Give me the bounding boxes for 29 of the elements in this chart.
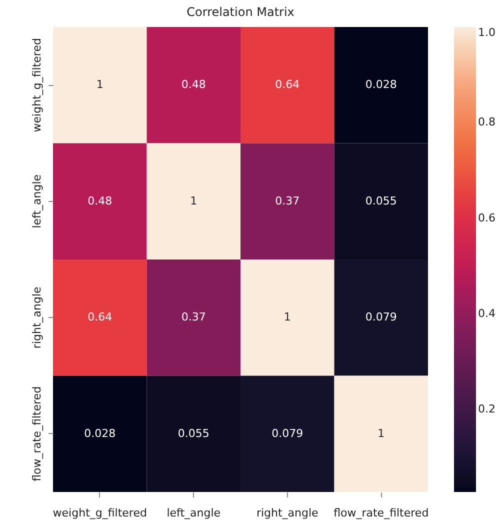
color-bar-label: 0.8 <box>478 116 496 129</box>
data-label: 1 <box>378 426 385 440</box>
data-label: 1 <box>190 194 198 208</box>
data-label: 0.64 <box>88 310 112 324</box>
data-label: 0.37 <box>181 310 206 324</box>
data-label: 1 <box>284 310 291 324</box>
data-label: 0.055 <box>365 194 397 208</box>
data-label: 0.079 <box>365 310 397 324</box>
data-label: 1 <box>96 78 104 92</box>
data-label: 0.37 <box>275 194 300 208</box>
data-label: 0.028 <box>84 426 116 440</box>
x-tick-label: flow_rate_filtered <box>334 506 429 520</box>
data-label: 0.055 <box>178 426 210 440</box>
color-bar-label: 0.6 <box>478 211 496 224</box>
color-bar-label: 0.4 <box>478 307 496 320</box>
y-tick-label: right_angle <box>30 286 44 349</box>
chart-title: Correlation Matrix <box>186 5 294 19</box>
data-label: 0.64 <box>275 78 300 92</box>
data-label: 0.48 <box>88 194 112 208</box>
data-label: 0.028 <box>365 78 397 92</box>
x-tick-label: right_angle <box>256 506 319 520</box>
y-tick-label: weight_g_filtered <box>30 38 44 132</box>
y-tick-label: left_angle <box>30 174 44 228</box>
x-tick-label: left_angle <box>166 506 221 520</box>
x-tick-label: weight_g_filtered <box>52 506 147 520</box>
color-bar-label: 0.2 <box>478 402 496 416</box>
color-bar-label: 1.0 <box>478 26 496 39</box>
data-label: 0.079 <box>272 426 304 440</box>
data-label: 0.48 <box>181 78 206 92</box>
